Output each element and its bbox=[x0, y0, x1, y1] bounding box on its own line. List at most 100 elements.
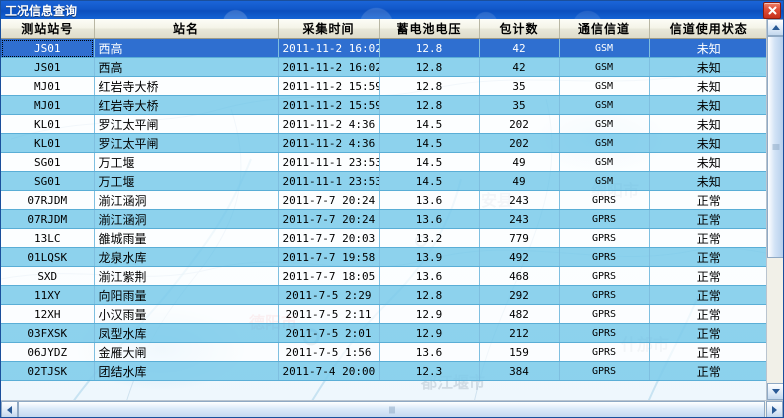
cell-count: 243 bbox=[479, 209, 560, 229]
cell-volt: 12.3 bbox=[379, 361, 480, 381]
cell-volt: 13.6 bbox=[379, 209, 480, 229]
table-row[interactable]: 06JYDZ 金雁大闸 2011-7-5 1:56 13.6 159 GPRS 正常 bbox=[1, 342, 766, 362]
table-row[interactable]: 12XH 小汉雨量 2011-7-5 2:11 12.9 482 GPRS 正常 bbox=[1, 304, 766, 324]
table-row[interactable]: SXD 湔江紫荆 2011-7-7 18:05 13.6 468 GPRS 正常 bbox=[1, 266, 766, 286]
table-row[interactable]: KL01 罗江太平闸 2011-11-2 4:36 14.5 202 GSM 未知 bbox=[1, 114, 766, 134]
cell-name: 万工堰 bbox=[94, 171, 279, 191]
scroll-right-button[interactable] bbox=[766, 401, 783, 417]
window-titlebar[interactable]: 工况信息查询 bbox=[1, 1, 783, 20]
column-header-chan[interactable]: 通信信道 bbox=[559, 19, 650, 39]
cell-id: 13LC bbox=[1, 228, 95, 248]
cell-state: 未知 bbox=[649, 171, 766, 191]
column-header-id[interactable]: 测站站号 bbox=[1, 19, 95, 39]
cell-time: 2011-7-7 19:58 bbox=[278, 247, 380, 267]
cell-chan: GPRS bbox=[559, 285, 650, 305]
table-row[interactable]: SG01 万工堰 2011-11-1 23:53 14.5 49 GSM 未知 bbox=[1, 171, 766, 191]
table-row[interactable]: 01LQSK 龙泉水库 2011-7-7 19:58 13.9 492 GPRS 正常 bbox=[1, 247, 766, 267]
column-header-time[interactable]: 采集时间 bbox=[278, 19, 380, 39]
cell-id: 03FXSK bbox=[1, 323, 95, 343]
cell-volt: 12.9 bbox=[379, 323, 480, 343]
cell-count: 35 bbox=[479, 76, 560, 96]
cell-volt: 13.6 bbox=[379, 190, 480, 210]
cell-time: 2011-11-2 16:02 bbox=[278, 57, 380, 77]
cell-chan: GSM bbox=[559, 76, 650, 96]
cell-id: SG01 bbox=[1, 152, 95, 172]
cell-chan: GPRS bbox=[559, 361, 650, 381]
cell-volt: 14.5 bbox=[379, 171, 480, 191]
arrow-down-icon bbox=[771, 389, 780, 394]
table-scroll-area[interactable]: 测站站号 站名 采集时间 蓄电池电压 包计数 通信信道 信道使用状态 JS01 西高 2011-… bbox=[1, 19, 766, 400]
window-title: 工况信息查询 bbox=[5, 3, 78, 18]
column-header-count[interactable]: 包计数 bbox=[479, 19, 560, 39]
cell-id: 06JYDZ bbox=[1, 342, 95, 362]
cell-state: 正常 bbox=[649, 323, 766, 343]
titlebar-gloss bbox=[1, 1, 783, 19]
cell-chan: GSM bbox=[559, 38, 650, 58]
cell-name: 西高 bbox=[94, 57, 279, 77]
cell-id: 11XY bbox=[1, 285, 95, 305]
cell-volt: 12.8 bbox=[379, 57, 480, 77]
cell-count: 159 bbox=[479, 342, 560, 362]
table-row[interactable]: 02TJSK 团结水库 2011-7-4 20:00 12.3 384 GPRS 正常 bbox=[1, 361, 766, 381]
close-button[interactable] bbox=[763, 2, 781, 19]
table-row[interactable]: KL01 罗江太平闸 2011-11-2 4:36 14.5 202 GSM 未知 bbox=[1, 133, 766, 153]
cell-id: MJ01 bbox=[1, 95, 95, 115]
cell-state: 正常 bbox=[649, 190, 766, 210]
cell-count: 202 bbox=[479, 114, 560, 134]
cell-name: 罗江太平闸 bbox=[94, 114, 279, 134]
table-row[interactable]: JS01 西高 2011-11-2 16:02 12.8 42 GSM 未知 bbox=[1, 57, 766, 77]
table-row[interactable]: 07RJDM 湔江涵洞 2011-7-7 20:24 13.6 243 GPRS 正常 bbox=[1, 209, 766, 229]
scroll-left-button[interactable] bbox=[1, 401, 18, 417]
table-row[interactable]: 03FXSK 凤型水库 2011-7-5 2:01 12.9 212 GPRS 正常 bbox=[1, 323, 766, 343]
column-header-volt[interactable]: 蓄电池电压 bbox=[379, 19, 480, 39]
cell-time: 2011-11-2 4:36 bbox=[278, 133, 380, 153]
cell-time: 2011-7-4 20:00 bbox=[278, 361, 380, 381]
cell-id: 02TJSK bbox=[1, 361, 95, 381]
cell-chan: GSM bbox=[559, 152, 650, 172]
horizontal-scroll-thumb[interactable] bbox=[18, 401, 765, 417]
cell-volt: 13.2 bbox=[379, 228, 480, 248]
cell-count: 49 bbox=[479, 171, 560, 191]
cell-name: 万工堰 bbox=[94, 152, 279, 172]
cell-name: 西高 bbox=[94, 38, 279, 58]
cell-state: 未知 bbox=[649, 57, 766, 77]
table-row[interactable]: JS01 西高 2011-11-2 16:02 12.8 42 GSM 未知 bbox=[1, 38, 766, 58]
horizontal-scrollbar[interactable] bbox=[1, 400, 783, 417]
cell-id: SXD bbox=[1, 266, 95, 286]
cell-time: 2011-11-2 15:59 bbox=[278, 76, 380, 96]
cell-time: 2011-7-7 20:03 bbox=[278, 228, 380, 248]
vertical-scroll-thumb[interactable] bbox=[767, 36, 783, 258]
table-row[interactable]: SG01 万工堰 2011-11-1 23:53 14.5 49 GSM 未知 bbox=[1, 152, 766, 172]
cell-state: 正常 bbox=[649, 247, 766, 267]
column-header-state[interactable]: 信道使用状态 bbox=[649, 19, 766, 39]
scroll-up-button[interactable] bbox=[767, 19, 783, 36]
cell-name: 湔江紫荆 bbox=[94, 266, 279, 286]
vertical-scrollbar[interactable] bbox=[766, 19, 783, 400]
cell-id: KL01 bbox=[1, 114, 95, 134]
cell-time: 2011-11-2 15:59 bbox=[278, 95, 380, 115]
table-row[interactable]: 13LC 雒城雨量 2011-7-7 20:03 13.2 779 GPRS 正常 bbox=[1, 228, 766, 248]
cell-name: 小汉雨量 bbox=[94, 304, 279, 324]
cell-count: 492 bbox=[479, 247, 560, 267]
table-row[interactable]: 07RJDM 湔江涵洞 2011-7-7 20:24 13.6 243 GPRS 正常 bbox=[1, 190, 766, 210]
cell-volt: 13.6 bbox=[379, 342, 480, 362]
cell-count: 202 bbox=[479, 133, 560, 153]
cell-time: 2011-7-7 18:05 bbox=[278, 266, 380, 286]
cell-volt: 12.8 bbox=[379, 285, 480, 305]
cell-name: 向阳雨量 bbox=[94, 285, 279, 305]
table-row[interactable]: MJ01 红岩寺大桥 2011-11-2 15:59 12.8 35 GSM 未知 bbox=[1, 76, 766, 96]
cell-time: 2011-11-2 16:02 bbox=[278, 38, 380, 58]
工况信息-table: 测站站号 站名 采集时间 蓄电池电压 包计数 通信信道 信道使用状态 JS01 西高 2011-… bbox=[1, 19, 766, 381]
cell-state: 未知 bbox=[649, 152, 766, 172]
cell-time: 2011-11-1 23:53 bbox=[278, 171, 380, 191]
cell-volt: 12.9 bbox=[379, 304, 480, 324]
thumb-grip-icon bbox=[772, 144, 779, 150]
table-row[interactable]: MJ01 红岩寺大桥 2011-11-2 15:59 12.8 35 GSM 未知 bbox=[1, 95, 766, 115]
column-header-name[interactable]: 站名 bbox=[94, 19, 279, 39]
arrow-left-icon bbox=[7, 405, 12, 414]
cell-volt: 12.8 bbox=[379, 38, 480, 58]
table-row[interactable]: 11XY 向阳雨量 2011-7-5 2:29 12.8 292 GPRS 正常 bbox=[1, 285, 766, 305]
scroll-down-button[interactable] bbox=[767, 383, 783, 400]
cell-name: 湔江涵洞 bbox=[94, 190, 279, 210]
cell-id: 07RJDM bbox=[1, 209, 95, 229]
